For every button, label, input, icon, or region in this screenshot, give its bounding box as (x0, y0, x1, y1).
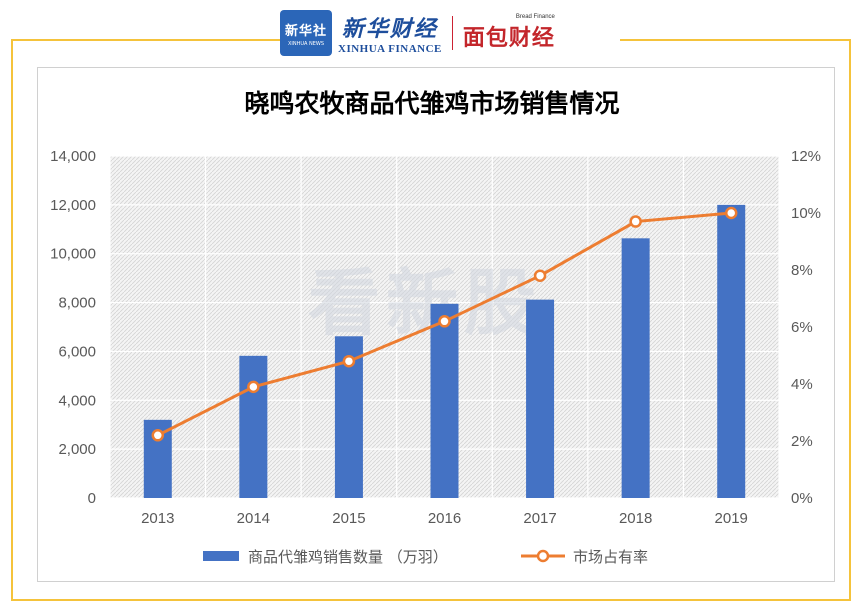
bread-finance-logo: Bread Finance 面包财经 (463, 14, 555, 52)
xinhua-finance-en: XINHUA FINANCE (338, 43, 442, 55)
left-tick-label: 12,000 (50, 197, 96, 214)
right-tick-label: 6% (791, 319, 813, 336)
share-point-2016 (438, 315, 451, 328)
legend-bar-label: 商品代雏鸡销售数量 （万羽） (248, 548, 448, 566)
right-tick-label: 12% (791, 148, 821, 165)
left-tick-label: 8,000 (58, 295, 96, 312)
right-tick-label: 0% (791, 490, 813, 507)
right-tick-label: 8% (791, 262, 813, 279)
xinhua-badge-en: XINHUA NEWS (287, 40, 325, 47)
x-tick-label: 2013 (141, 510, 174, 527)
x-tick-label: 2018 (619, 510, 652, 527)
legend: 商品代雏鸡销售数量 （万羽） 市场占有率 (203, 548, 648, 566)
x-tick-label: 2019 (715, 510, 748, 527)
left-tick-label: 6,000 (58, 343, 96, 360)
xinhua-finance-cn: 新华财经 (341, 16, 438, 42)
bar-2016 (430, 303, 459, 498)
x-tick-label: 2016 (428, 510, 461, 527)
line-series (151, 206, 738, 442)
x-tick-label: 2014 (237, 510, 270, 527)
left-tick-label: 4,000 (58, 392, 96, 409)
x-tick-label: 2015 (332, 510, 365, 527)
share-point-2018 (629, 215, 642, 228)
right-axis-ticks: 0% 2% 4% 6% 8% 10% 12% (791, 148, 821, 507)
logo-bar: 新华社 XINHUA NEWS 新华财经 XINHUA FINANCE Brea… (280, 8, 620, 58)
x-axis-ticks: 2013 2014 2015 2016 2017 2018 2019 (141, 510, 748, 527)
watermark-text: 看新股 (308, 261, 542, 345)
right-tick-label: 10% (791, 205, 821, 222)
legend-bar-swatch (203, 551, 239, 561)
xinhua-badge-cn: 新华社 (284, 23, 327, 39)
bar-2017 (526, 299, 555, 498)
legend-line-label: 市场占有率 (573, 548, 648, 566)
right-tick-label: 2% (791, 433, 813, 450)
x-tick-label: 2017 (523, 510, 556, 527)
share-point-2019 (724, 206, 738, 220)
left-tick-label: 0 (88, 490, 96, 507)
bread-finance-en: Bread Finance (515, 14, 555, 20)
right-tick-label: 4% (791, 376, 813, 393)
bar-2018 (621, 238, 650, 498)
share-point-2015 (342, 354, 356, 368)
xinhua-news-logo: 新华社 XINHUA NEWS (280, 10, 332, 56)
bread-finance-cn: 面包财经 (462, 26, 555, 51)
chart-title: 晓鸣农牧商品代雏鸡市场销售情况 (244, 89, 619, 118)
left-axis-ticks: 0 2,000 4,000 6,000 8,000 10,000 12,000 14,000 (50, 148, 96, 507)
share-point-2014 (247, 380, 260, 394)
bar-2014 (239, 355, 268, 498)
share-point-2017 (533, 269, 547, 282)
logo-divider (451, 16, 453, 50)
xinhua-finance-logo: 新华财经 XINHUA FINANCE (338, 11, 442, 55)
bar-series (143, 204, 746, 498)
left-tick-label: 14,000 (50, 148, 96, 165)
bar-2019 (717, 204, 746, 498)
left-tick-label: 2,000 (58, 441, 96, 458)
share-point-2013 (151, 429, 165, 442)
left-tick-label: 10,000 (50, 246, 96, 263)
legend-line-marker (536, 549, 550, 563)
